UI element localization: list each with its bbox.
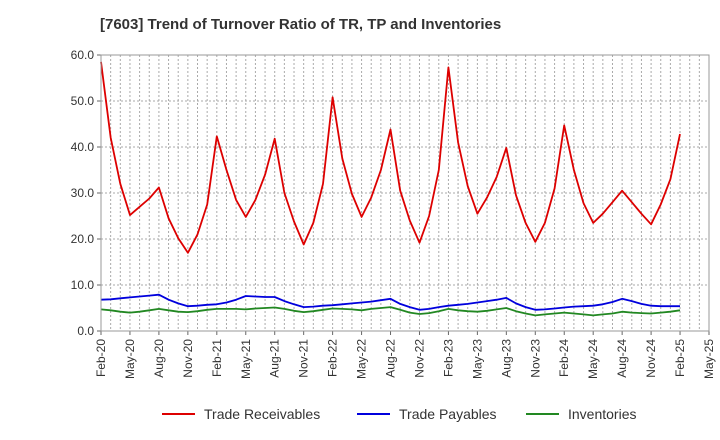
x-tick-label: Feb-25 — [673, 339, 687, 377]
series-lines — [100, 61, 681, 317]
x-tick-label: Feb-22 — [326, 339, 340, 377]
x-tick-label: Nov-20 — [181, 339, 195, 378]
y-tick-label: 40.0 — [71, 140, 95, 154]
x-tick-label: May-22 — [355, 339, 369, 379]
x-tick-label: Aug-22 — [384, 339, 398, 378]
x-tick-label: May-23 — [470, 339, 484, 379]
series-line-trade-receivables — [100, 61, 681, 254]
x-tick-label: May-24 — [586, 339, 600, 379]
legend-label: Trade Receivables — [204, 406, 320, 422]
plot-frame — [100, 54, 710, 332]
series-line-trade-payables — [100, 293, 680, 311]
x-tick-label: Aug-24 — [615, 339, 629, 378]
grid — [100, 54, 710, 332]
y-tick-label: 20.0 — [71, 232, 95, 246]
x-tick-label: May-21 — [239, 339, 253, 379]
y-tick-label: 60.0 — [71, 48, 95, 62]
x-tick-label: May-20 — [123, 339, 137, 379]
y-tick-label: 30.0 — [71, 186, 95, 200]
x-tick-label: Aug-20 — [152, 339, 166, 378]
legend-label: Inventories — [568, 406, 636, 422]
x-tick-label: Aug-23 — [499, 339, 513, 378]
x-tick-label: Feb-21 — [210, 339, 224, 377]
x-tick-label: Nov-24 — [644, 339, 658, 378]
series-line-inventories — [100, 306, 681, 317]
x-tick-label: Aug-21 — [268, 339, 282, 378]
x-tick-label: Nov-22 — [412, 339, 426, 378]
legend: Trade Receivables Trade Payables Inventori… — [162, 406, 636, 422]
x-tick-label: Feb-23 — [441, 339, 455, 377]
chart-title: [7603] Trend of Turnover Ratio of TR, TP… — [100, 16, 502, 33]
y-tick-label: 50.0 — [71, 94, 95, 108]
x-tick-label: Feb-20 — [94, 339, 108, 377]
x-axis: Feb-20 May-20 Aug-20 Nov-20 Feb-21 May-21 Aug-… — [94, 331, 716, 379]
x-tick-label: Nov-21 — [297, 339, 311, 378]
y-tick-label: 10.0 — [71, 278, 95, 292]
x-tick-label: May-25 — [702, 339, 716, 379]
x-tick-label: Nov-23 — [528, 339, 542, 378]
y-tick-label: 0.0 — [77, 324, 94, 338]
y-axis: 0.0 10.0 20.0 30.0 40.0 50.0 60.0 — [71, 48, 101, 338]
x-tick-label: Feb-24 — [557, 339, 571, 377]
legend-label: Trade Payables — [399, 406, 497, 422]
